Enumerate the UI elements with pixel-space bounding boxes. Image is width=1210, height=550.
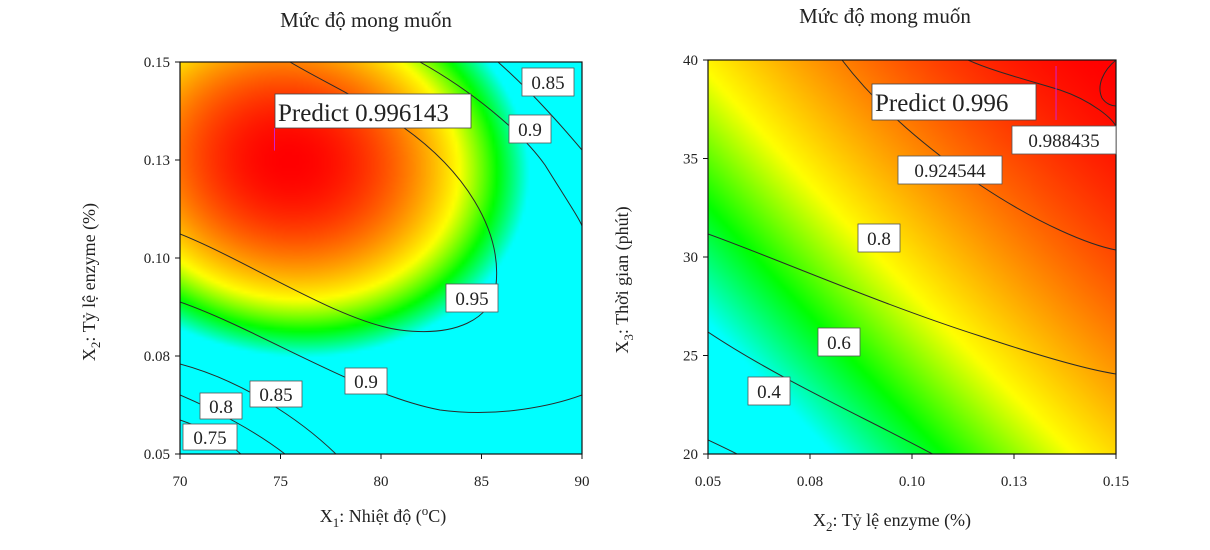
chart-right-contour-labels: 0.4 0.6 0.8 0.924544 0.988435 <box>747 125 1117 406</box>
y-tick-label: 0.05 <box>144 447 170 463</box>
contour-line-0.8 <box>708 233 1116 375</box>
contour-line-0.9-upper <box>419 62 582 227</box>
contour-label-0.9: 0.9 <box>354 372 378 393</box>
y-tick-label: 0.13 <box>144 153 170 169</box>
x-tick-label: 75 <box>273 474 288 490</box>
prediction-label: Predict 0.996 <box>875 90 1008 117</box>
chart-left-prediction: Predict 0.996143 <box>273 93 472 151</box>
contour-label-0.85: 0.85 <box>259 385 292 406</box>
y-tick-label: 0.15 <box>144 55 170 71</box>
chart-right-ticks: 0.05 0.08 0.10 0.13 0.15 20 25 30 35 40 <box>683 53 1129 490</box>
x-tick-label: 0.15 <box>1103 474 1129 490</box>
x-tick-label: 70 <box>173 474 188 490</box>
chart-right-prediction: Predict 0.996 <box>871 66 1057 121</box>
contour-label-0.95: 0.95 <box>455 289 488 310</box>
y-tick-label: 0.08 <box>144 349 170 365</box>
x-tick-label: 90 <box>575 474 590 490</box>
contour-line-0.4 <box>708 439 739 454</box>
contour-label-0.9-upper: 0.9 <box>518 120 542 141</box>
x-tick-label: 0.10 <box>899 474 925 490</box>
contour-label-0.8: 0.8 <box>209 397 233 418</box>
x-tick-label: 85 <box>474 474 489 490</box>
chart-left-title: Mức độ mong muốn <box>280 8 452 32</box>
contour-line-0.85-upper <box>497 62 582 151</box>
contour-line-0.988435 <box>967 60 1116 129</box>
contour-line-0.9 <box>180 301 582 413</box>
chart-right-xlabel: X2: Tỷ lệ enzyme (%) <box>813 510 971 534</box>
prediction-label-box <box>871 83 1037 121</box>
chart-right: Mức độ mong muốn 0.4 0.6 0.8 0.924544 0.… <box>612 4 1129 534</box>
x-tick-label: 0.08 <box>797 474 823 490</box>
y-tick-label: 30 <box>683 250 698 266</box>
chart-right-ylabel: X3: Thời gian (phút) <box>612 206 636 353</box>
chart-left-xlabel: X1: Nhiệt độ (oC) <box>320 503 447 530</box>
contour-label-0.988435: 0.988435 <box>1028 131 1099 152</box>
contour-label-0.6: 0.6 <box>827 333 851 354</box>
contour-label-0.924544: 0.924544 <box>914 161 986 182</box>
chart-right-title: Mức độ mong muốn <box>799 4 971 28</box>
chart-left: Mức độ mong muốn 0.75 0.8 0.85 0.9 0.95 … <box>79 8 590 530</box>
y-tick-label: 0.10 <box>144 251 170 267</box>
contour-label-0.85-upper: 0.85 <box>531 73 564 94</box>
chart-left-ylabel: X2: Tỷ lệ enzyme (%) <box>79 203 103 361</box>
contour-label-0.8: 0.8 <box>867 229 891 250</box>
prediction-label-box <box>274 93 472 129</box>
y-tick-label: 25 <box>683 349 698 365</box>
chart-left-ticks: 70 75 80 85 90 0.05 0.08 0.10 0.13 0.15 <box>144 55 590 490</box>
y-tick-label: 35 <box>683 152 698 168</box>
contour-line-0.6 <box>708 331 934 454</box>
prediction-label: Predict 0.996143 <box>278 100 449 127</box>
chart-left-contour-labels: 0.75 0.8 0.85 0.9 0.95 0.9 0.85 <box>182 67 575 451</box>
x-tick-label: 0.13 <box>1001 474 1027 490</box>
contour-line-0.8 <box>180 394 286 454</box>
contour-label-0.75: 0.75 <box>193 428 226 449</box>
y-tick-label: 20 <box>683 447 698 463</box>
y-tick-label: 40 <box>683 53 698 69</box>
x-tick-label: 0.05 <box>695 474 721 490</box>
contour-label-0.4: 0.4 <box>757 382 781 403</box>
x-tick-label: 80 <box>374 474 389 490</box>
contour-line-peak <box>1099 60 1116 107</box>
